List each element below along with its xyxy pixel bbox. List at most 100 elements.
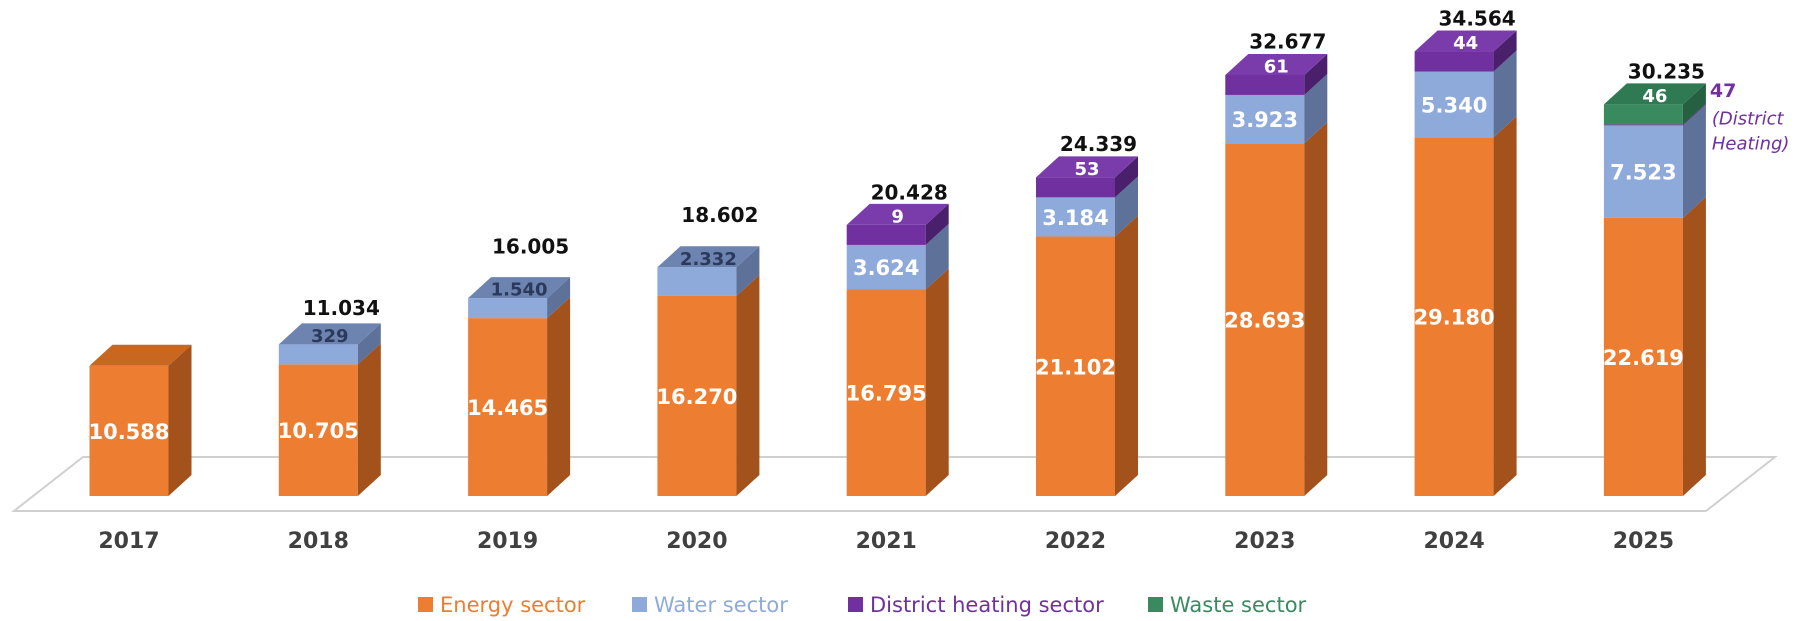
x-tick-label: 2018 <box>288 529 349 554</box>
value-label: 14.465 <box>467 396 548 420</box>
bar-side <box>1304 122 1328 496</box>
value-label: 16.270 <box>656 385 737 409</box>
bar-front <box>1225 143 1305 496</box>
x-tick-label: 2025 <box>1613 529 1674 554</box>
bar-segment <box>846 203 949 245</box>
bar-segment <box>1036 156 1138 198</box>
bar-front <box>1225 74 1305 95</box>
bar-segment <box>468 277 571 319</box>
bar-front <box>846 289 926 496</box>
bar-front <box>1414 51 1494 72</box>
bar-front <box>1225 94 1305 144</box>
bar-segment <box>1225 73 1328 144</box>
bar-side <box>357 323 381 365</box>
value-label: 47 <box>1710 80 1736 102</box>
bar-side <box>547 297 571 496</box>
bar-front <box>1603 104 1683 125</box>
bar-front <box>1036 177 1115 198</box>
bar-front <box>1414 71 1494 138</box>
bar-front <box>846 244 926 290</box>
bar-side <box>1304 73 1328 144</box>
bar-side <box>736 246 760 296</box>
x-tick-label: 2022 <box>1045 529 1106 554</box>
total-label: 24.339 <box>1060 132 1137 156</box>
x-tick-label: 2021 <box>856 529 917 554</box>
value-label: 28.693 <box>1224 309 1305 333</box>
bar-segment <box>1603 83 1706 125</box>
legend-label: Water sector <box>654 593 788 617</box>
x-tick-label: 2023 <box>1234 529 1295 554</box>
value-label: 29.180 <box>1414 306 1495 330</box>
legend-swatch <box>418 597 433 612</box>
bar-segment <box>846 268 949 496</box>
annotation: (District Heating) <box>1712 108 1790 154</box>
bar-segment <box>1036 215 1138 496</box>
total-label: 16.005 <box>492 235 569 259</box>
value-label: 16.795 <box>846 382 927 406</box>
bar-front <box>846 224 926 245</box>
value-label: 3.184 <box>1042 206 1108 230</box>
x-tick-label: 2024 <box>1423 529 1484 554</box>
value-label: 7.523 <box>1610 161 1676 185</box>
bar-side <box>736 274 760 496</box>
bar-segment <box>846 223 949 290</box>
legend-label: District heating sector <box>870 593 1104 617</box>
bar-segment <box>278 343 381 496</box>
bar-top <box>846 203 949 225</box>
bar-segment <box>1603 196 1706 496</box>
bar-side <box>1493 116 1517 496</box>
bar-side <box>1115 215 1138 496</box>
bar-side <box>925 203 949 245</box>
value-label: 22.619 <box>1603 346 1684 370</box>
bar-side <box>547 277 571 319</box>
bar-segment <box>657 274 760 496</box>
bar-front <box>468 298 548 319</box>
bar-segment <box>1414 30 1517 72</box>
value-label: 44 <box>1453 33 1478 54</box>
value-label: 5.340 <box>1421 93 1487 117</box>
bar-segment <box>468 297 571 496</box>
bar-side <box>1115 176 1138 237</box>
bar-top <box>1036 156 1138 178</box>
value-label: 3.923 <box>1232 108 1298 132</box>
bar-top <box>657 246 760 268</box>
bar-side <box>925 268 949 496</box>
bar-front <box>1036 197 1115 237</box>
bar-front <box>89 365 169 496</box>
bar-side <box>1304 53 1328 95</box>
bar-segment <box>1225 53 1328 95</box>
bar-front <box>1036 236 1115 496</box>
bar-segment <box>1603 104 1706 218</box>
legend-swatch <box>1148 597 1163 612</box>
bar-side <box>1115 156 1138 198</box>
bar-front <box>1603 217 1683 496</box>
legend-swatch <box>848 597 863 612</box>
bar-front <box>278 364 358 496</box>
bar-top <box>1414 30 1517 52</box>
bar-segment <box>1414 50 1517 138</box>
bar-front <box>1603 124 1683 126</box>
legend-label: Waste sector <box>1170 593 1307 617</box>
bar-front <box>657 267 737 296</box>
bar-top <box>278 323 381 345</box>
value-label: 329 <box>311 326 349 347</box>
x-tick-label: 2020 <box>666 529 727 554</box>
bar-top <box>89 344 192 366</box>
legend-label: Energy sector <box>440 593 586 617</box>
value-label: 61 <box>1264 56 1289 77</box>
bar-segment <box>657 246 760 296</box>
bar-segment <box>1414 116 1517 496</box>
total-label: 34.564 <box>1439 7 1516 31</box>
value-label: 10.588 <box>88 420 169 444</box>
total-label: 32.677 <box>1249 30 1326 54</box>
bar-segment <box>1225 122 1328 496</box>
bar-front <box>468 318 548 496</box>
bar-side <box>1493 50 1517 138</box>
bar-segment <box>1603 103 1706 126</box>
total-label: 11.034 <box>303 296 380 320</box>
bar-segment <box>278 323 381 365</box>
bar-segment <box>89 344 192 496</box>
bar-front <box>657 295 737 496</box>
value-label: 2.332 <box>680 249 737 270</box>
